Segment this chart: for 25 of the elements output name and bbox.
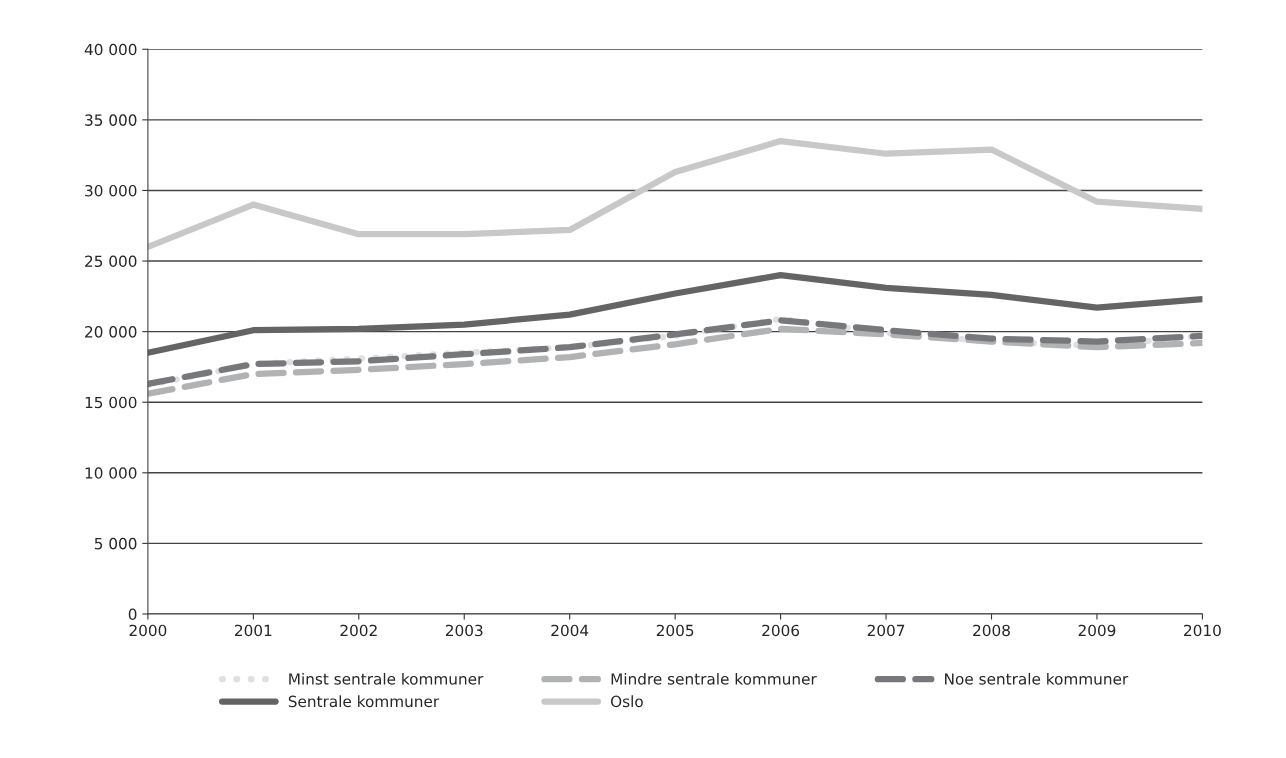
y-tick-label: 40 000 [84,43,137,56]
y-tick-label: 10 000 [85,467,137,479]
x-tick-label: 2004 [551,624,589,637]
x-tick-label: 2007 [867,624,905,637]
y-tick-label: 5 000 [94,537,137,550]
x-tick-label: 2008 [973,624,1010,637]
legend-label: Sentrale kommuner [288,695,440,708]
legend-label: Noe sentrale kommuner [945,672,1129,685]
x-tick-label: 2010 [1184,624,1221,637]
x-tick-label: 2009 [1078,624,1116,637]
y-tick-label: 20 000 [85,326,137,338]
legend-label: Mindre sentrale kommuner [611,672,817,685]
y-tick-label: 25 000 [85,255,137,268]
x-tick-label: 2003 [445,624,483,637]
y-tick-label: 35 000 [85,114,137,126]
x-tick-label: 2000 [129,624,167,637]
legend-label: Minst sentrale kommuner [289,672,484,685]
x-tick-label: 2002 [340,624,377,637]
y-tick-label: 30 000 [85,184,137,197]
x-tick-label: 2006 [762,624,800,637]
x-tick-label: 2005 [656,624,694,637]
x-tick-label: 2001 [235,624,272,637]
legend-label: Oslo [610,695,643,708]
y-tick-label: 15 000 [85,396,137,409]
y-tick-label: 0 [128,608,137,620]
